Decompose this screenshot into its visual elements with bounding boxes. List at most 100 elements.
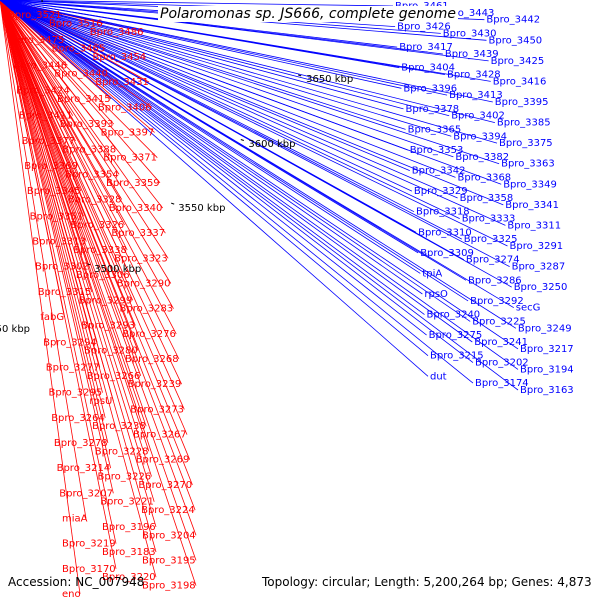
- gene-label: Bpro_3276: [122, 329, 176, 340]
- gene-leader-line: [0, 0, 191, 460]
- gene-label: Bpro_3311: [507, 220, 561, 231]
- gene-label: Bpro_3277: [46, 362, 100, 373]
- right-gene-labels: Bpro_3461Bpro_3443Bpro_3442Bpro_3426Bpro…: [395, 1, 574, 396]
- gene-label: Bpro_3270: [138, 480, 192, 491]
- kbp-tick: [240, 139, 244, 141]
- gene-label: Bpro_3217: [520, 344, 574, 355]
- left-gene-labels: Bpro_3521Bpro_3516Bpro_3486Bpro_3475Bpro…: [8, 10, 196, 600]
- gene-leader-line: [0, 0, 473, 343]
- gene-label: Bpro_3195: [142, 555, 196, 566]
- gene-leader-line: [0, 0, 510, 267]
- gene-label: Bpro_3202: [475, 358, 529, 369]
- gene-leader-line: [0, 0, 471, 322]
- gene-label: Bpro_3353: [410, 145, 464, 156]
- gene-label: Bpro_3375: [499, 138, 553, 149]
- gene-label: Bpro_3274: [466, 255, 520, 266]
- gene-leader-line: [0, 0, 103, 393]
- gene-leader-line: [0, 0, 493, 103]
- gene-label: Bpro_3415: [57, 94, 111, 105]
- gene-leader-line: [0, 0, 197, 586]
- gene-label: Bpro_3323: [114, 253, 168, 264]
- gene-leader-line: [0, 0, 489, 62]
- gene-label: Bpro_3454: [93, 52, 147, 63]
- gene-leader-line: [0, 0, 197, 536]
- gene-leader-line: [0, 0, 460, 219]
- gene-leader-line: [0, 0, 506, 226]
- gene-label: Bpro_3417: [399, 42, 453, 53]
- gene-leader-line: [0, 0, 117, 544]
- gene-label: Bpro_3238: [92, 421, 146, 432]
- gene-label: Bpro_3443: [441, 8, 495, 19]
- kbp-tick-label: 3350 kbp: [0, 0, 47, 3]
- kbp-tick: [87, 263, 91, 266]
- gene-label: Bpro_3280: [84, 346, 138, 357]
- gene-label: Bpro_3295: [49, 388, 103, 399]
- gene-leader-line: [0, 0, 111, 469]
- kbp-ruler: 3650 kbp 3600 kbp 3550 kbp 3500 kbp 3450 kbp…: [0, 0, 353, 335]
- gene-label: Bpro_3196: [102, 522, 156, 533]
- gene-label: rpsU: [89, 396, 112, 407]
- gene-leader-line: [0, 0, 515, 309]
- kbp-tick-label: 3450 kbp: [0, 324, 30, 335]
- gene-leader-line: [0, 0, 448, 96]
- gene-leader-line: [0, 0, 155, 133]
- gene-leader-line: [0, 0, 177, 335]
- gene-label: Bpro_3204: [142, 530, 196, 541]
- gene-leader-line: [0, 0, 452, 137]
- gene-leader-line: [0, 0, 172, 284]
- gene-leader-line: [0, 0, 491, 82]
- gene-label: Bpro_3424: [16, 86, 70, 97]
- accession-text: Accession: NC_007948: [8, 575, 145, 589]
- kbp-tick-label: 3600 kbp: [248, 139, 295, 150]
- gene-leader-line: [0, 0, 456, 178]
- gene-label: Bpro_3268: [125, 354, 179, 365]
- gene-label: Bpro_3439: [445, 49, 499, 60]
- gene-label: Bpro_3294: [43, 337, 97, 348]
- gene-label: Bpro_3225: [472, 316, 526, 327]
- gene-leader-line: [0, 0, 495, 123]
- gene-label: Bpro_3313: [32, 237, 86, 248]
- gene-leader-line: [0, 0, 81, 595]
- gene-leader-line: [0, 0, 157, 528]
- gene-label: Bpro_3365: [408, 124, 462, 135]
- gene-label: Bpro_3224: [141, 505, 195, 516]
- gene-label: Bpro_3442: [486, 15, 540, 26]
- gene-label: Bpro_3328: [68, 195, 122, 206]
- gene-label: Bpro_3369: [24, 161, 78, 172]
- gene-leader-line: [0, 0, 157, 578]
- gene-label: Bpro_3228: [95, 446, 149, 457]
- genome-summary: Topology: circular; Length: 5,200,264 bp…: [262, 575, 592, 589]
- gene-leader-line: [0, 0, 169, 259]
- gene-label: Bpro_3239: [128, 379, 182, 390]
- gene-leader-line: [0, 0, 402, 89]
- gene-label: Bpro_3174: [475, 378, 529, 389]
- gene-label: Bpro_3326: [71, 220, 125, 231]
- gene-label: Bpro_3194: [520, 364, 574, 375]
- gene-label: Bpro_3351: [30, 211, 84, 222]
- gene-label: Bpro_3266: [87, 371, 141, 382]
- gene-label: Bpro_3416: [493, 76, 547, 87]
- gene-label: Bpro_3325: [464, 234, 518, 245]
- gene-label: Bpro_3214: [57, 463, 111, 474]
- gene-label: Bpro_3215: [430, 351, 484, 362]
- gene-leader-line: [0, 0, 164, 209]
- gene-label: Bpro_3275: [429, 330, 483, 341]
- gene-label: Bpro_3475: [11, 35, 65, 46]
- gene-label: Bpro_3396: [403, 83, 457, 94]
- gene-leader-line: [0, 0, 429, 377]
- gene-leader-line: [0, 0, 182, 385]
- gene-leader-line: [0, 0, 155, 502]
- gene-label: Bpro_3315: [38, 287, 92, 298]
- gene-label: Bpro_3299: [79, 295, 133, 306]
- gene-leader-line: [0, 0, 423, 295]
- gene-label: Bpro_3371: [103, 153, 157, 164]
- gene-leader-line: [0, 0, 87, 519]
- gene-label: Bpro_3226: [98, 472, 152, 483]
- gene-label: Bpro_3310: [418, 227, 472, 238]
- gene-leader-line: [0, 0, 519, 370]
- gene-label: Bpro_3273: [130, 404, 184, 415]
- gene-leader-line: [0, 0, 469, 302]
- gene-leader-line: [0, 0, 197, 561]
- gene-label: Bpro_3309: [420, 248, 474, 259]
